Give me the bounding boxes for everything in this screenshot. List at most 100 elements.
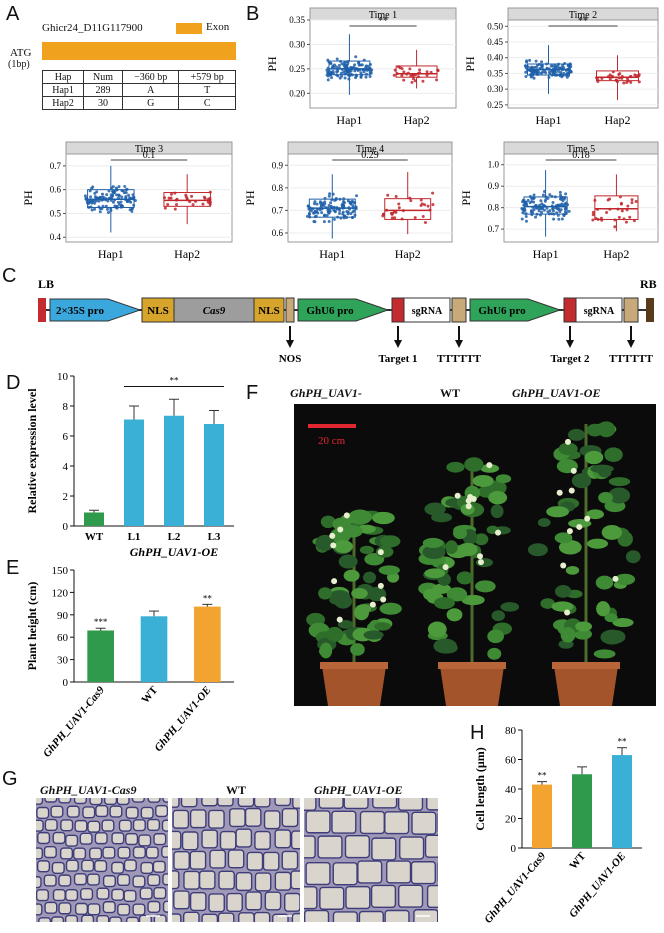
data-point [311, 207, 315, 211]
construct-element-label: Target 1 [378, 353, 417, 365]
plant-cell [304, 835, 316, 859]
plant-cell [370, 884, 397, 908]
data-point [346, 62, 350, 66]
sgrna-2-block [575, 297, 623, 323]
data-point [185, 198, 189, 202]
plant-cell [111, 888, 125, 901]
data-point [349, 201, 353, 205]
plant-cell [305, 861, 331, 886]
data-point [120, 195, 124, 199]
flower-bud [377, 549, 384, 556]
micrograph-cas9 [36, 798, 168, 922]
facet-title: Time 2 [569, 10, 597, 21]
plant-cell [426, 884, 438, 909]
plant-cell [359, 810, 385, 835]
table-cell: C [178, 96, 236, 110]
data-point [413, 216, 417, 220]
plant-cell [172, 830, 182, 850]
leaf [315, 534, 335, 551]
flower-bud [336, 616, 343, 623]
data-point [436, 69, 440, 73]
data-point [557, 217, 561, 221]
bar [84, 512, 104, 526]
y-tick-label: 30 [57, 655, 69, 667]
data-point [634, 200, 638, 204]
data-point [622, 81, 626, 85]
y-axis-label: Plant height (cm) [25, 582, 39, 671]
bar-chart-expression: 0 2 4 6 8 10 Relative expression level WT L1 L2 L3… [25, 371, 234, 559]
plant-cell [125, 832, 139, 846]
data-point [365, 72, 369, 76]
rb-label: RB [640, 277, 657, 291]
data-point [305, 214, 309, 218]
plant-cell [208, 893, 225, 913]
cas9-block [173, 297, 255, 323]
data-point [381, 214, 385, 218]
data-point [600, 218, 604, 222]
scale-bar [308, 424, 356, 428]
leaf [446, 608, 463, 622]
data-point [397, 206, 401, 210]
plant-cell [123, 889, 137, 903]
data-point [340, 62, 344, 66]
plant-cell [290, 870, 300, 890]
data-point [340, 67, 344, 71]
data-point [320, 207, 324, 211]
boxplot-time-3: Time 3 0.4 0.5 0.6 0.7 PH Hap1 Hap2 0.1 [22, 141, 233, 261]
plant-cell [189, 892, 207, 912]
data-point [560, 217, 564, 221]
data-point [115, 206, 119, 210]
flower-bud [465, 497, 472, 504]
data-point [308, 215, 312, 219]
plant-cell [318, 798, 344, 809]
y-tick-label: 90 [57, 610, 69, 622]
leaf [318, 587, 333, 600]
plant-cell [51, 861, 65, 875]
data-point [619, 202, 623, 206]
bar [124, 419, 144, 526]
plant-cell [226, 892, 243, 912]
leaf [490, 504, 504, 519]
data-point [530, 72, 534, 76]
plant-cell [73, 798, 87, 805]
plant-cell [253, 911, 271, 922]
y-tick-label: 6 [63, 431, 69, 443]
construct-element-label: Target 2 [550, 353, 590, 365]
significance-label: ** [378, 16, 388, 27]
data-point [622, 217, 626, 221]
data-point [342, 197, 346, 201]
data-point [608, 77, 612, 81]
data-point [104, 198, 108, 202]
data-point [350, 215, 354, 219]
y-tick-label: 0 [63, 521, 69, 533]
data-point [395, 72, 399, 76]
ghu6-1-label: GhU6 pro [306, 305, 354, 317]
significance-label: ** [578, 16, 588, 27]
data-point [369, 69, 373, 73]
plant-cell [58, 902, 72, 915]
table-cell: 289 [83, 83, 123, 97]
data-point [107, 189, 111, 193]
data-point [393, 216, 397, 220]
construct-arrowhead [627, 340, 635, 348]
leaf [614, 573, 636, 586]
plant-cell [117, 903, 131, 916]
y-tick-label: 0.7 [488, 224, 500, 234]
data-point [524, 215, 528, 219]
data-point [368, 74, 372, 78]
exon-legend-label: Exon [206, 21, 230, 33]
data-point [362, 58, 366, 62]
plant-cell [145, 846, 159, 859]
data-point [132, 203, 136, 207]
bar [204, 424, 224, 526]
data-point [332, 217, 336, 221]
leaf [575, 621, 593, 632]
plant-cell [104, 798, 118, 806]
pot-rim [320, 662, 388, 669]
data-point [354, 55, 358, 59]
plant-cell [181, 831, 199, 851]
y-tick-label: 0.8 [488, 203, 500, 213]
data-point [390, 216, 394, 220]
data-point [594, 216, 598, 220]
data-point [163, 206, 167, 210]
